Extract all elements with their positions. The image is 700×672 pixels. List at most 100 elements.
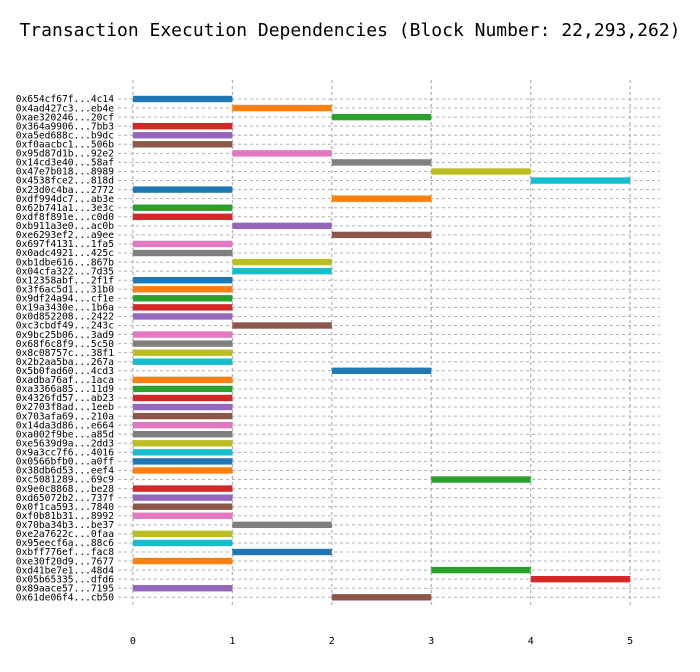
y-tick-label: 0x95d87d1b...92e2 xyxy=(16,149,114,160)
y-tick-label: 0x61de06f4...cb50 xyxy=(16,593,114,604)
y-tick-label: 0xc3cbdf49...243c xyxy=(16,321,114,332)
transaction-bar xyxy=(132,421,233,429)
transaction-bar xyxy=(530,177,631,184)
y-tick-label: 0xa002f9be...a85d xyxy=(16,429,114,440)
transaction-bar xyxy=(132,240,233,248)
transaction-bar xyxy=(132,449,233,456)
transaction-bar xyxy=(132,458,233,465)
transaction-bar xyxy=(431,168,531,175)
transaction-bar xyxy=(431,566,531,574)
transaction-bar xyxy=(132,585,233,592)
y-tick-label: 0xb911a3e0...ac0b xyxy=(16,221,114,232)
transaction-bar xyxy=(132,286,233,293)
transaction-bar xyxy=(331,367,432,374)
transaction-bar xyxy=(132,340,233,347)
transaction-bar xyxy=(132,304,233,311)
y-tick-label: 0x5b0fad60...4cd3 xyxy=(16,366,114,377)
transaction-bar xyxy=(132,204,233,211)
y-tick-label: 0xf0b81b31...8992 xyxy=(16,511,114,522)
x-tick-label: 0 xyxy=(130,636,136,647)
x-tick-label: 5 xyxy=(627,636,633,647)
y-tick-label: 0xe2a7622c...0faa xyxy=(16,529,114,540)
chart-title: Transaction Execution Dependencies (Bloc… xyxy=(19,20,681,41)
x-tick-label: 3 xyxy=(428,636,434,647)
transaction-bar xyxy=(132,485,233,492)
transaction-bar xyxy=(331,231,432,239)
y-tick-label: 0x89aace57...7195 xyxy=(16,583,114,594)
y-tick-label: 0x9e0c8868...be28 xyxy=(16,484,114,495)
transaction-bar xyxy=(132,249,233,257)
y-tick-label: 0x2703f8ad...1eeb xyxy=(16,402,114,413)
x-tick-label: 1 xyxy=(229,636,235,647)
x-tick-labels: 0 1 2 3 4 5 xyxy=(130,636,633,647)
y-tick-label: 0xe6293ef2...a9ee xyxy=(16,230,114,241)
y-tick-label: 0x3f6ac5d1...31b0 xyxy=(16,284,114,295)
transaction-bar xyxy=(132,141,233,148)
y-tick-label: 0xdf8f891e...c0d0 xyxy=(16,212,114,223)
y-tick-label: 0x47e7b018...8989 xyxy=(16,167,114,178)
transaction-bar xyxy=(132,132,233,139)
y-tick-label: 0xa5ed688c...b9dc xyxy=(16,130,114,141)
transaction-bar xyxy=(132,385,233,393)
transaction-bar xyxy=(232,548,332,556)
y-tick-label: 0x0d852208...2422 xyxy=(16,312,114,323)
y-tick-label: 0x654cf67f...4c14 xyxy=(16,94,114,105)
transaction-bar xyxy=(331,159,432,166)
transaction-bar xyxy=(331,594,432,601)
y-tick-label: 0x70ba34b3...be37 xyxy=(16,520,114,531)
y-tick-label: 0xf0aacbc1...506b xyxy=(16,140,114,151)
transaction-bar xyxy=(132,349,233,356)
y-tick-label: 0xae320246...20cf xyxy=(16,112,114,123)
y-tick-label: 0x04cfa322...7d35 xyxy=(16,266,114,277)
y-tick-label: 0x9df24a94...cf1e xyxy=(16,294,114,305)
y-tick-label: 0x0adc4921...425c xyxy=(16,248,114,259)
x-tick-label: 4 xyxy=(528,636,534,647)
y-tick-label: 0x364a9906...7bb3 xyxy=(16,121,114,132)
transaction-bar xyxy=(132,467,233,474)
y-tick-label: 0xd41be7e1...48d4 xyxy=(16,565,114,576)
y-tick-label: 0xdf994dc7...ab3e xyxy=(16,194,114,205)
y-tick-label: 0xadba76af...1aca xyxy=(16,375,114,386)
transaction-bar xyxy=(132,213,233,220)
transaction-bar xyxy=(232,222,332,230)
transaction-bar xyxy=(132,358,233,365)
y-tick-label: 0x95eecf6a...88c6 xyxy=(16,538,114,549)
transaction-bar xyxy=(132,313,233,320)
transaction-bar xyxy=(132,95,233,103)
transaction-bar xyxy=(132,122,233,130)
y-tick-label: 0xd65072b2...737f xyxy=(16,493,114,504)
transaction-bar xyxy=(132,539,233,547)
transaction-bar xyxy=(132,394,233,402)
transaction-bar xyxy=(530,575,631,583)
y-tick-label: 0x2b2aa5ba...267a xyxy=(16,357,114,368)
transaction-bar xyxy=(132,277,233,284)
transaction-bar xyxy=(132,186,233,193)
transaction-bar xyxy=(132,295,233,302)
x-tick-label: 2 xyxy=(329,636,335,647)
transaction-bar xyxy=(132,503,233,510)
y-tick-label: 0x12358abf...2f1f xyxy=(16,275,114,286)
y-tick-label: 0xe5639d9a...2dd3 xyxy=(16,438,114,449)
y-tick-label: 0x23d0c4ba...2772 xyxy=(16,185,114,196)
y-tick-label: 0x14da3d86...e664 xyxy=(16,420,114,431)
transaction-bar xyxy=(132,530,233,538)
transaction-bar xyxy=(431,476,531,483)
transaction-bar xyxy=(232,322,332,329)
y-tick-label: 0x9a3cc7f6...4016 xyxy=(16,448,114,459)
transaction-bar xyxy=(132,403,233,411)
transaction-bar xyxy=(132,557,233,565)
transaction-bar xyxy=(232,267,332,275)
y-tick-label: 0x703afa69...210a xyxy=(16,411,114,422)
transaction-bar xyxy=(132,376,233,384)
y-tick-label: 0x19a3430e...1b6a xyxy=(16,303,114,314)
y-tick-label: 0xc5081289...69c9 xyxy=(16,475,114,486)
y-tick-label: 0xa3366a85...11d9 xyxy=(16,384,114,395)
y-tick-label: 0x62b741a1...3e3c xyxy=(16,203,114,214)
y-tick-label: 0xbff776ef...fac8 xyxy=(16,547,114,558)
y-tick-label: 0x68f6c8f9...5c50 xyxy=(16,339,114,350)
y-tick-labels: 0x654cf67f...4c140x4ad427c3...eb4e0xae32… xyxy=(16,94,114,603)
y-tick-label: 0x4326fd57...ab23 xyxy=(16,393,114,404)
bar-layer xyxy=(132,95,631,601)
transaction-bar xyxy=(132,494,233,501)
